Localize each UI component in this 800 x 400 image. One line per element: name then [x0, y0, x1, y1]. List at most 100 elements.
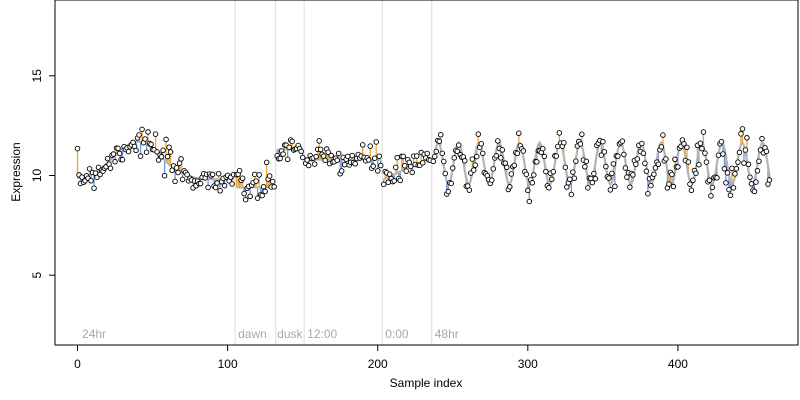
data-point-407 [693, 170, 699, 177]
data-point-120 [256, 172, 262, 178]
data-point-109 [239, 175, 246, 182]
data-point-214 [401, 162, 408, 169]
data-point-331 [579, 131, 585, 138]
data-point-103 [229, 181, 235, 187]
data-point-258 [469, 156, 476, 162]
data-point-92 [212, 184, 219, 191]
data-point-53 [154, 149, 160, 155]
data-point-123 [260, 183, 267, 190]
data-point-234 [433, 148, 440, 155]
data-point-319 [561, 140, 567, 146]
data-point-155 [311, 161, 318, 167]
data-point-355 [615, 153, 621, 159]
data-point-259 [471, 167, 477, 173]
data-point-49 [148, 141, 154, 148]
data-point-197 [374, 168, 381, 174]
data-point-271 [489, 177, 495, 183]
x-axis-label: Sample index [390, 376, 463, 390]
data-point-11 [91, 185, 97, 192]
x-tick-label-0: 0 [74, 357, 81, 371]
data-point-180 [349, 152, 355, 159]
data-point-208 [392, 164, 399, 171]
data-point-306 [541, 153, 548, 160]
data-point-66 [173, 165, 180, 171]
data-point-421 [714, 175, 720, 181]
y-tick-label-0: 5 [30, 272, 44, 279]
data-point-299 [531, 172, 537, 178]
data-point-442 [745, 161, 752, 168]
data-point-417 [708, 193, 714, 199]
data-point-22 [107, 165, 114, 171]
data-point-411 [699, 145, 705, 152]
data-point-46 [143, 149, 150, 155]
data-point-292 [520, 148, 527, 154]
data-point-277 [498, 155, 504, 161]
data-point-443 [747, 174, 753, 180]
data-point-333 [582, 164, 588, 170]
data-point-428 [724, 170, 731, 176]
data-point-377 [648, 182, 654, 189]
data-point-385 [660, 132, 666, 138]
data-point-248 [454, 148, 461, 155]
data-point-278 [499, 147, 506, 153]
data-point-286 [511, 162, 518, 169]
data-point-320 [562, 164, 569, 171]
data-point-281 [504, 164, 510, 171]
data-point-67 [175, 169, 181, 176]
data-point-265 [480, 150, 486, 157]
data-point-218 [407, 163, 414, 170]
data-point-59 [163, 136, 169, 143]
data-point-440 [742, 147, 749, 153]
data-point-9 [88, 177, 94, 184]
data-point-246 [451, 155, 458, 161]
data-point-229 [424, 150, 431, 157]
phase-boundaries [234, 0, 433, 345]
data-point-240 [442, 170, 449, 177]
data-point-57 [160, 147, 166, 154]
data-point-352 [610, 161, 617, 167]
data-point-335 [585, 185, 591, 191]
data-point-58 [161, 172, 168, 179]
data-point-215 [403, 168, 409, 174]
data-point-166 [328, 152, 334, 159]
data-point-365 [630, 172, 636, 178]
data-point-199 [377, 162, 384, 169]
data-point-358 [619, 138, 626, 144]
data-point-316 [556, 130, 563, 136]
data-point-65 [172, 178, 178, 185]
phase-label-3: 12:00 [307, 327, 337, 341]
data-point-93 [214, 180, 220, 186]
data-point-402 [685, 159, 692, 165]
data-point-133 [277, 155, 283, 162]
data-point-375 [645, 190, 651, 197]
data-point-139 [286, 144, 292, 151]
data-point-412 [700, 129, 707, 135]
data-point-345 [600, 138, 606, 145]
data-point-414 [703, 159, 710, 165]
data-point-52 [152, 131, 159, 137]
data-point-191 [365, 157, 372, 163]
data-point-325 [570, 169, 576, 175]
data-point-349 [606, 175, 612, 181]
data-point-141 [289, 138, 295, 145]
data-point-28 [116, 150, 123, 157]
data-point-213 [400, 153, 406, 160]
data-point-239 [441, 158, 447, 165]
data-point-429 [726, 186, 732, 193]
data-point-387 [663, 156, 669, 162]
data-point-127 [266, 173, 273, 179]
data-point-427 [723, 180, 729, 186]
data-point-374 [643, 168, 650, 174]
data-point-435 [735, 159, 741, 165]
data-point-198 [376, 153, 382, 159]
data-point-403 [687, 181, 693, 187]
data-point-244 [448, 180, 455, 187]
data-point-327 [573, 158, 579, 164]
data-point-340 [592, 175, 599, 182]
data-point-187 [359, 142, 366, 148]
data-point-150 [304, 157, 310, 163]
data-point-130 [271, 184, 277, 190]
data-point-425 [720, 151, 726, 157]
data-point-389 [666, 181, 672, 187]
data-point-301 [534, 159, 540, 165]
